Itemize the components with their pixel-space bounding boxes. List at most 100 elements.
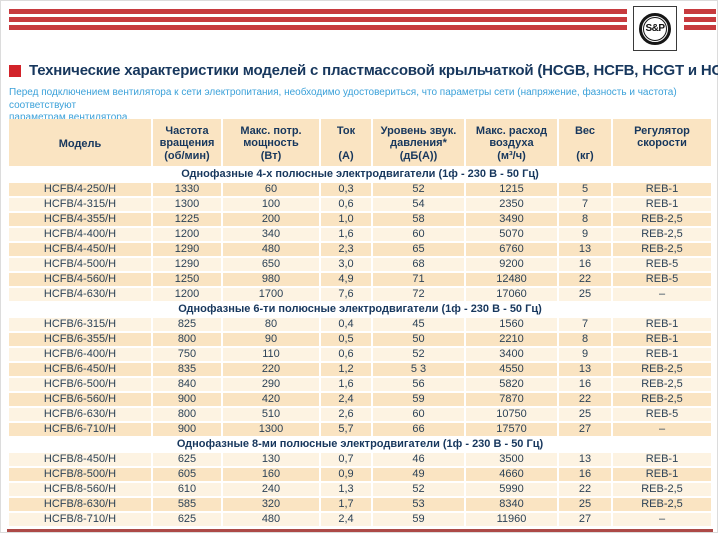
cell-power: 510: [223, 408, 321, 423]
cell-regulator: –: [613, 513, 711, 528]
cell-weight: 22: [559, 483, 613, 498]
cell-model: HCFB/6-355/H: [9, 333, 153, 348]
cell-noise: 68: [373, 258, 466, 273]
cell-rpm: 835: [153, 363, 223, 378]
cell-power: 240: [223, 483, 321, 498]
cell-airflow: 3500: [466, 453, 559, 468]
cell-weight: 13: [559, 453, 613, 468]
cell-regulator: –: [613, 423, 711, 438]
cell-noise: 66: [373, 423, 466, 438]
cell-model: HCFB/8-630/H: [9, 498, 153, 513]
cell-regulator: REB-2,5: [613, 213, 711, 228]
cell-noise: 59: [373, 393, 466, 408]
table-row: HCFB/8-500/H 605 160 0,9 49 4660 16 REB-1: [9, 468, 711, 483]
table-row: HCFB/6-450/H 835 220 1,2 5 3 4550 13 REB-2,5: [9, 363, 711, 378]
cell-noise: 50: [373, 333, 466, 348]
cell-rpm: 1225: [153, 213, 223, 228]
red-stripes-left: [9, 9, 627, 33]
cell-power: 110: [223, 348, 321, 363]
cell-current: 1,3: [321, 483, 373, 498]
col-header-noise: Уровень звук. давления* (дБ(А)): [373, 119, 466, 168]
cell-regulator: REB-1: [613, 348, 711, 363]
table-row: HCFB/4-250/H 1330 60 0,3 52 1215 5 REB-1: [9, 183, 711, 198]
cell-model: HCFB/6-560/H: [9, 393, 153, 408]
cell-model: HCFB/4-450/H: [9, 243, 153, 258]
cell-current: 3,0: [321, 258, 373, 273]
cell-regulator: REB-2,5: [613, 378, 711, 393]
col-header-power: Макс. потр. мощность (Вт): [223, 119, 321, 168]
col-header-rpm: Частота вращения (об/мин): [153, 119, 223, 168]
intro-text: Перед подключением вентилятора к сети эл…: [9, 87, 715, 125]
cell-rpm: 1330: [153, 183, 223, 198]
cell-model: HCFB/6-710/H: [9, 423, 153, 438]
cell-noise: 60: [373, 408, 466, 423]
cell-regulator: REB-2,5: [613, 243, 711, 258]
cell-model: HCFB/6-315/H: [9, 318, 153, 333]
table-body: Однофазные 4-х полюсные электродвигатели…: [9, 168, 711, 528]
cell-weight: 27: [559, 423, 613, 438]
cell-regulator: REB-5: [613, 408, 711, 423]
cell-current: 1,7: [321, 498, 373, 513]
col-header-model: Модель: [9, 119, 153, 168]
cell-noise: 58: [373, 213, 466, 228]
cell-power: 220: [223, 363, 321, 378]
table-row: HCFB/8-560/H 610 240 1,3 52 5990 22 REB-2,5: [9, 483, 711, 498]
cell-airflow: 10750: [466, 408, 559, 423]
table-row: HCFB/4-315/H 1300 100 0,6 54 2350 7 REB-1: [9, 198, 711, 213]
cell-power: 200: [223, 213, 321, 228]
cell-rpm: 840: [153, 378, 223, 393]
cell-airflow: 8340: [466, 498, 559, 513]
cell-current: 2,4: [321, 393, 373, 408]
cell-model: HCFB/8-500/H: [9, 468, 153, 483]
cell-weight: 16: [559, 258, 613, 273]
cell-airflow: 5990: [466, 483, 559, 498]
cell-airflow: 4550: [466, 363, 559, 378]
cell-airflow: 2210: [466, 333, 559, 348]
cell-model: HCFB/4-400/H: [9, 228, 153, 243]
section-header-row: Однофазные 6-ти полюсные электродвигател…: [9, 303, 711, 318]
cell-noise: 49: [373, 468, 466, 483]
table-row: HCFB/4-355/H 1225 200 1,0 58 3490 8 REB-2,5: [9, 213, 711, 228]
sp-logo-text: S&P: [643, 16, 667, 41]
cell-regulator: REB-1: [613, 453, 711, 468]
cell-airflow: 1215: [466, 183, 559, 198]
cell-power: 980: [223, 273, 321, 288]
section-header-row: Однофазные 8-ми полюсные электродвигател…: [9, 438, 711, 453]
cell-airflow: 2350: [466, 198, 559, 213]
cell-weight: 27: [559, 513, 613, 528]
col-header-airflow: Макс. расход воздуха (м³/ч): [466, 119, 559, 168]
cell-rpm: 610: [153, 483, 223, 498]
cell-current: 0,6: [321, 348, 373, 363]
cell-current: 2,6: [321, 408, 373, 423]
cell-rpm: 1200: [153, 288, 223, 303]
cell-airflow: 11960: [466, 513, 559, 528]
cell-rpm: 605: [153, 468, 223, 483]
cell-regulator: REB-2,5: [613, 498, 711, 513]
cell-airflow: 5820: [466, 378, 559, 393]
cell-airflow: 1560: [466, 318, 559, 333]
red-stripe: [684, 17, 716, 22]
cell-current: 0,7: [321, 453, 373, 468]
cell-regulator: –: [613, 288, 711, 303]
cell-current: 0,3: [321, 183, 373, 198]
cell-power: 320: [223, 498, 321, 513]
page-title: Технические характеристики моделей с пла…: [29, 62, 718, 79]
table-row: HCFB/4-450/H 1290 480 2,3 65 6760 13 REB-2,5: [9, 243, 711, 258]
table-row: HCFB/6-355/H 800 90 0,5 50 2210 8 REB-1: [9, 333, 711, 348]
cell-noise: 59: [373, 513, 466, 528]
cell-model: HCFB/4-250/H: [9, 183, 153, 198]
cell-airflow: 12480: [466, 273, 559, 288]
cell-current: 1,6: [321, 378, 373, 393]
cell-model: HCFB/8-560/H: [9, 483, 153, 498]
cell-current: 0,6: [321, 198, 373, 213]
cell-noise: 53: [373, 498, 466, 513]
cell-noise: 65: [373, 243, 466, 258]
cell-noise: 56: [373, 378, 466, 393]
table-row: HCFB/6-315/H 825 80 0,4 45 1560 7 REB-1: [9, 318, 711, 333]
cell-current: 1,2: [321, 363, 373, 378]
red-square-bullet-icon: [9, 65, 21, 77]
cell-rpm: 800: [153, 408, 223, 423]
cell-noise: 71: [373, 273, 466, 288]
cell-power: 340: [223, 228, 321, 243]
cell-power: 420: [223, 393, 321, 408]
